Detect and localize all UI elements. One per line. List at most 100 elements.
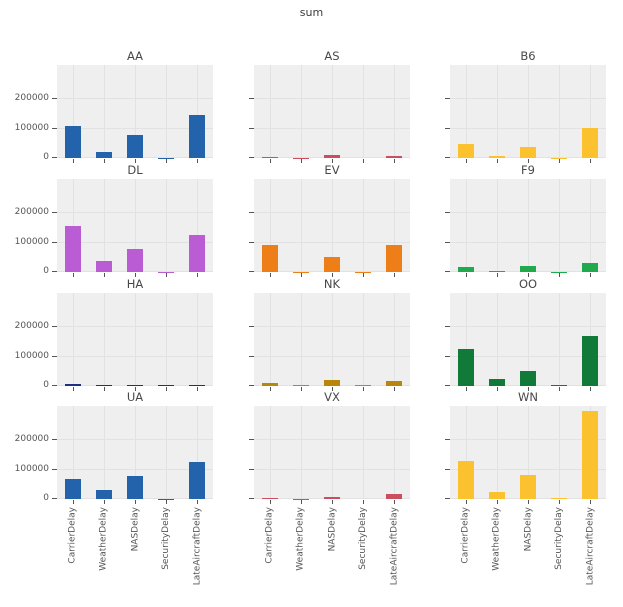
gridline-vertical xyxy=(72,65,74,158)
x-tick-label: SecurityDelay xyxy=(161,507,172,570)
bar-nasdelay xyxy=(520,475,536,499)
x-tick-label: CarrierDelay xyxy=(460,507,471,564)
bar-carrierdelay xyxy=(457,143,474,158)
gridline-vertical xyxy=(332,65,333,158)
gridline-vertical xyxy=(135,292,136,386)
bar-nasdelay xyxy=(520,266,536,272)
bar-lateaircraftdelay xyxy=(582,336,599,386)
x-tick-mark xyxy=(269,386,271,391)
y-tick-label: 100000 xyxy=(14,464,49,474)
bar-carrierdelay xyxy=(64,125,81,158)
x-tick-mark xyxy=(332,386,333,391)
bar-carrierdelay xyxy=(64,479,81,499)
gridline-vertical xyxy=(300,406,302,499)
y-tick-mark xyxy=(445,128,450,129)
bar-nasdelay xyxy=(324,380,340,386)
y-tick-label: 100000 xyxy=(14,350,49,361)
x-tick-mark xyxy=(103,500,105,504)
x-tick-mark xyxy=(528,273,529,277)
gridline-vertical xyxy=(363,292,365,386)
gridline-vertical xyxy=(559,179,561,272)
gridline-horizontal xyxy=(450,355,606,357)
gridline-horizontal xyxy=(450,128,606,129)
x-tick-label: SecurityDelay xyxy=(358,507,369,570)
subplot-oo: OO xyxy=(445,277,606,391)
x-tick-mark xyxy=(166,386,168,391)
bar-nasdelay xyxy=(520,370,536,386)
bar-weatherdelay xyxy=(488,379,505,386)
x-tick-mark xyxy=(166,273,168,277)
gridline-horizontal xyxy=(254,128,410,129)
gridline-horizontal xyxy=(450,98,606,99)
x-tick-mark xyxy=(332,500,333,504)
x-tick-label: NASDelay xyxy=(523,507,533,552)
subplot-title: HA xyxy=(126,276,144,291)
x-tick-mark xyxy=(590,159,592,163)
x-tick-mark xyxy=(590,500,592,504)
subplot-title: DL xyxy=(127,163,143,177)
y-tick-label: 100000 xyxy=(14,237,49,247)
gridline-vertical xyxy=(559,292,561,386)
gridline-vertical xyxy=(197,292,199,386)
x-tick-label: LateAircraftDelay xyxy=(389,507,400,586)
y-tick-mark xyxy=(52,355,57,357)
y-tick-mark xyxy=(249,128,254,129)
x-tick-mark xyxy=(166,500,168,504)
bar-weatherdelay xyxy=(95,261,112,272)
x-tick-mark xyxy=(496,273,498,277)
gridline-vertical xyxy=(166,406,168,499)
gridline-vertical xyxy=(135,406,136,499)
gridline-vertical xyxy=(300,65,302,158)
x-tick-label: CarrierDelay xyxy=(264,507,275,564)
x-tick-mark xyxy=(300,500,302,504)
gridline-vertical xyxy=(103,406,105,499)
gridline-horizontal xyxy=(450,439,606,440)
x-tick-mark xyxy=(559,500,561,504)
y-tick-mark xyxy=(249,498,254,499)
x-tick-label: NASDelay xyxy=(130,507,140,552)
gridline-vertical xyxy=(465,65,467,158)
gridline-vertical xyxy=(332,406,333,499)
x-tick-mark xyxy=(465,159,467,163)
y-tick-mark xyxy=(445,271,450,272)
gridline-horizontal xyxy=(254,469,410,470)
x-tick-mark xyxy=(103,159,105,163)
y-tick-mark xyxy=(52,325,57,327)
y-tick-label: 0 xyxy=(43,266,49,276)
y-tick-mark xyxy=(52,469,57,470)
gridline-vertical xyxy=(135,65,136,158)
subplot-dl: DL 0 100000 200000 xyxy=(15,163,213,277)
gridline-vertical xyxy=(72,292,74,386)
gridline-vertical xyxy=(496,179,498,272)
x-tick-mark xyxy=(496,386,498,391)
gridline-vertical xyxy=(528,406,529,499)
x-tick-mark xyxy=(590,273,592,277)
gridline-horizontal xyxy=(57,98,213,99)
subplot-b6: B6 xyxy=(445,49,606,163)
gridline-vertical xyxy=(166,65,168,158)
x-tick-label: CarrierDelay xyxy=(67,507,78,564)
x-tick-mark xyxy=(135,500,136,504)
gridline-vertical xyxy=(269,179,271,272)
x-tick-mark xyxy=(300,273,302,277)
subplot-ha: HA 0 100000 200000 xyxy=(15,277,213,391)
bar-carrierdelay xyxy=(457,349,474,386)
x-tick-mark xyxy=(135,273,136,277)
gridline-vertical xyxy=(394,406,396,499)
y-tick-mark xyxy=(52,498,57,499)
bar-lateaircraftdelay xyxy=(189,115,206,158)
x-tick-mark xyxy=(135,159,136,163)
x-tick-mark xyxy=(465,273,467,277)
y-tick-label: 200000 xyxy=(14,434,49,444)
gridline-vertical xyxy=(135,179,136,272)
x-tick-mark xyxy=(528,386,529,391)
x-tick-mark xyxy=(197,500,199,504)
gridline-horizontal xyxy=(450,212,606,213)
x-tick-mark xyxy=(394,386,396,391)
bar-securitydelay xyxy=(551,498,568,499)
bar-lateaircraftdelay xyxy=(582,410,599,499)
bar-carrierdelay xyxy=(457,266,474,272)
gridline-vertical xyxy=(72,179,74,272)
gridline-vertical xyxy=(166,292,168,386)
y-tick-mark xyxy=(445,325,450,327)
